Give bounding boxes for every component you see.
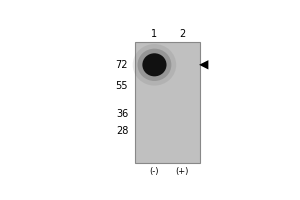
- Text: (+): (+): [176, 167, 189, 176]
- Text: 1: 1: [152, 29, 158, 39]
- Bar: [135, 42, 200, 163]
- Text: 55: 55: [116, 81, 128, 91]
- Text: (-): (-): [150, 167, 159, 176]
- Text: 2: 2: [179, 29, 185, 39]
- Polygon shape: [199, 60, 208, 69]
- Text: 28: 28: [116, 126, 128, 136]
- Text: 72: 72: [116, 60, 128, 70]
- Ellipse shape: [133, 44, 176, 86]
- Ellipse shape: [137, 49, 171, 81]
- Ellipse shape: [142, 53, 167, 76]
- Text: 36: 36: [116, 109, 128, 119]
